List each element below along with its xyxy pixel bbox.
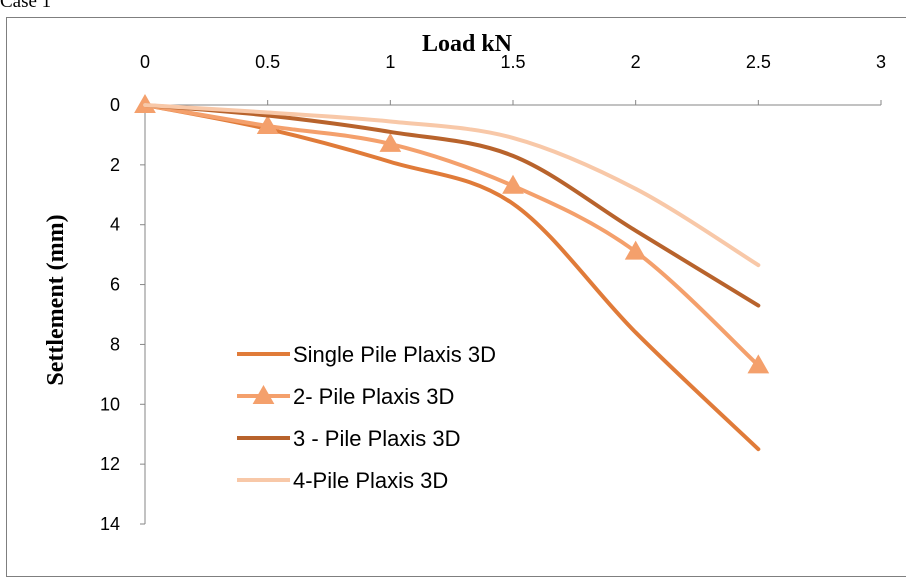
data-point-marker: [502, 174, 524, 194]
legend-label: 3 - Pile Plaxis 3D: [293, 426, 461, 451]
y-tick-label: 4: [110, 215, 120, 235]
series-2: [134, 93, 770, 374]
x-tick-label: 0.5: [255, 52, 280, 72]
x-tick-label: 1.5: [500, 52, 525, 72]
x-tick-label: 1: [385, 52, 395, 72]
data-point-marker: [624, 240, 647, 260]
y-axis-title: Settlement (mm): [43, 214, 69, 385]
y-tick-label: 14: [100, 514, 120, 534]
y-tick-label: 6: [110, 275, 120, 295]
y-tick-label: 12: [100, 454, 120, 474]
series-line: [143, 103, 761, 308]
x-tick-label: 3: [876, 52, 886, 72]
data-point-marker: [379, 132, 402, 152]
series-1: [143, 103, 761, 452]
settlement-chart: 0 0.5 1 1.5 2 2.5 3 0 2 4 6 8 10 12 14 Single Pile Pla…: [43, 31, 886, 534]
y-tick-label: 10: [100, 394, 120, 414]
series-layer: [134, 93, 770, 452]
series-3: [143, 103, 761, 308]
series-line: [143, 103, 761, 268]
data-point-marker: [256, 114, 279, 134]
legend-label: 2- Pile Plaxis 3D: [293, 384, 454, 409]
series-line: [143, 103, 761, 368]
x-tick-label: 0: [140, 52, 150, 72]
case-caption: Case 1: [0, 0, 52, 12]
x-tick-label: 2.5: [746, 52, 771, 72]
series-line: [143, 103, 761, 452]
y-tick-label: 8: [110, 334, 120, 354]
legend-label: Single Pile Plaxis 3D: [293, 342, 496, 367]
axes-group: 0 0.5 1 1.5 2 2.5 3 0 2 4 6 8 10 12 14: [100, 52, 886, 534]
legend: Single Pile Plaxis 3D 2- Pile Plaxis 3D 3 …: [237, 342, 496, 493]
legend-marker: [252, 384, 275, 404]
data-point-marker: [747, 354, 770, 374]
x-tick-label: 2: [631, 52, 641, 72]
y-tick-label: 2: [110, 155, 120, 175]
x-axis-title: Load kN: [422, 31, 513, 57]
series-4: [143, 103, 761, 268]
y-tick-label: 0: [110, 95, 120, 115]
legend-label: 4-Pile Plaxis 3D: [293, 468, 448, 493]
